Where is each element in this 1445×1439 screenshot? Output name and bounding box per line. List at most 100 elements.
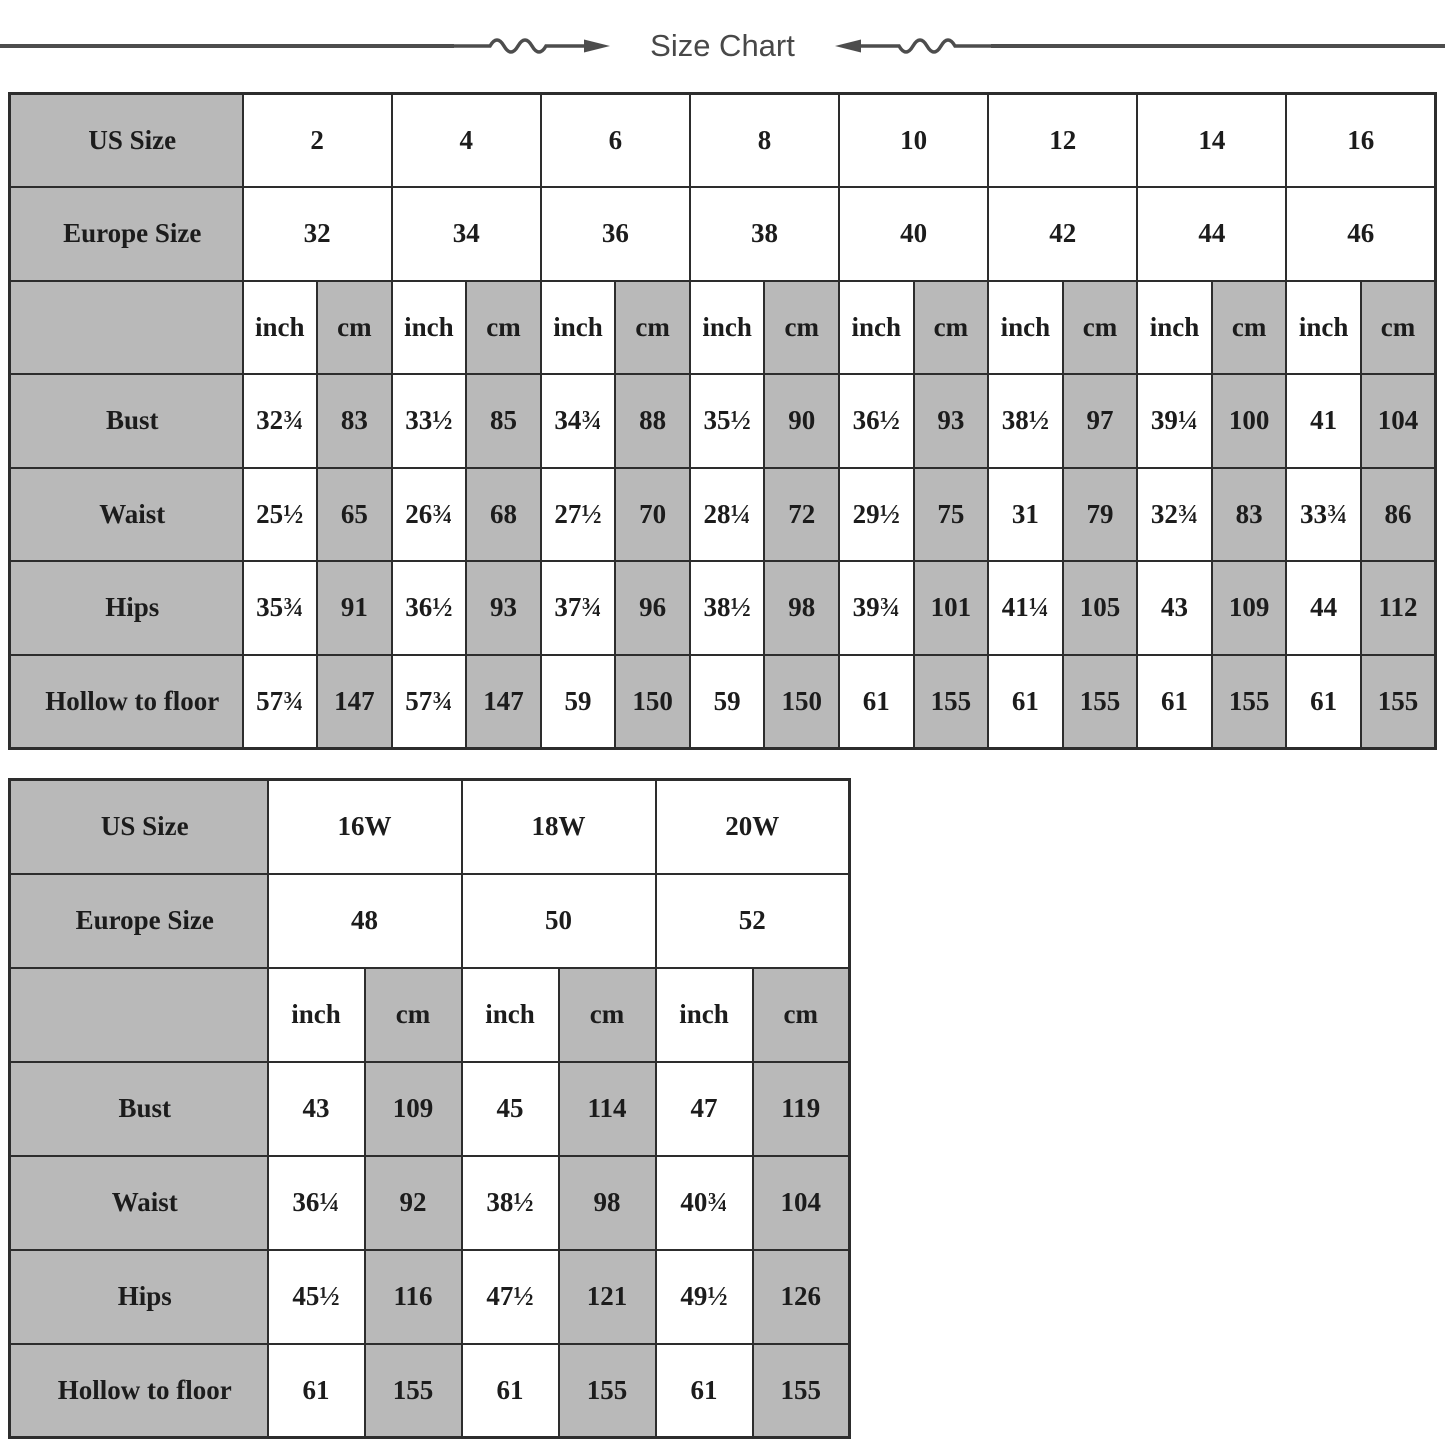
value-cm-cell: 91	[316, 560, 393, 656]
europe-size-cell: 38	[688, 186, 841, 282]
us-size-cell: 20W	[654, 778, 851, 875]
value-inch-cell: 35¾	[241, 560, 319, 656]
us-size-cell: 6	[539, 92, 691, 188]
measurement-row: Bust 32¾ 83 33½ 85 34¾ 88 35½ 90 36½ 93 38½ 97 39¼ 100…	[8, 373, 1437, 469]
measurement-row: Waist 25½ 65 26¾ 68 27½ 70 28¼ 72 29½ 75 31 79 32¾ 83 3…	[8, 466, 1437, 562]
row-label-cell: Waist	[8, 466, 244, 562]
unit-inch-cell: inch	[654, 966, 754, 1063]
value-cm-cell: 155	[1359, 653, 1437, 749]
value-cm-cell: 105	[1061, 560, 1139, 656]
value-inch-cell: 47½	[460, 1248, 560, 1345]
unit-inch-cell: inch	[460, 966, 560, 1063]
value-inch-cell: 37¾	[539, 560, 617, 656]
value-inch-cell: 36½	[838, 373, 915, 469]
value-cm-cell: 112	[1359, 560, 1437, 656]
value-cm-cell: 121	[557, 1248, 657, 1345]
value-inch-cell: 35½	[688, 373, 766, 469]
us-size-row: US Size 2 4 6 8 10 12 14 16	[8, 92, 1437, 188]
header: Size Chart	[0, 0, 1445, 92]
left-rule-line	[0, 44, 455, 48]
row-label-cell: Hollow to floor	[8, 1342, 269, 1439]
unit-inch-cell: inch	[241, 279, 319, 375]
value-inch-cell: 45	[460, 1060, 560, 1157]
unit-cm-cell: cm	[1210, 279, 1288, 375]
unit-inch-cell: inch	[390, 279, 468, 375]
value-cm-cell: 155	[1061, 653, 1139, 749]
europe-size-row: Europe Size 32 34 36 38 40 42 44 46	[8, 186, 1437, 282]
value-inch-cell: 29½	[838, 466, 915, 562]
value-inch-cell: 38½	[460, 1154, 560, 1251]
us-size-cell: 16	[1285, 92, 1437, 188]
row-label-cell: Hips	[8, 560, 244, 656]
value-inch-cell: 38½	[688, 560, 766, 656]
unit-inch-cell: inch	[987, 279, 1064, 375]
value-cm-cell: 119	[751, 1060, 851, 1157]
value-cm-cell: 65	[316, 466, 393, 562]
measurement-row: Waist 36¼ 92 38½ 98 40¾ 104	[8, 1154, 851, 1251]
europe-size-row: Europe Size 48 50 52	[8, 872, 851, 969]
value-cm-cell: 147	[316, 653, 393, 749]
value-cm-cell: 104	[751, 1154, 851, 1251]
europe-size-cell: 48	[266, 872, 463, 969]
row-label-cell: Waist	[8, 1154, 269, 1251]
europe-size-cell: 50	[460, 872, 657, 969]
value-cm-cell: 98	[557, 1154, 657, 1251]
us-size-cell: 4	[390, 92, 542, 188]
europe-size-cell: 36	[539, 186, 691, 282]
value-inch-cell: 59	[539, 653, 617, 749]
us-size-cell: 8	[688, 92, 841, 188]
value-cm-cell: 114	[557, 1060, 657, 1157]
value-cm-cell: 88	[614, 373, 691, 469]
unit-cm-cell: cm	[912, 279, 990, 375]
us-size-cell: 16W	[266, 778, 463, 875]
measurement-row: Bust 43 109 45 114 47 119	[8, 1060, 851, 1157]
us-size-cell: 2	[241, 92, 393, 188]
value-inch-cell: 59	[688, 653, 766, 749]
europe-size-cell: 46	[1285, 186, 1437, 282]
value-cm-cell: 150	[614, 653, 691, 749]
row-label-cell: Bust	[8, 1060, 269, 1157]
unit-inch-cell: inch	[266, 966, 366, 1063]
value-cm-cell: 70	[614, 466, 691, 562]
row-label-cell: Europe Size	[8, 872, 269, 969]
value-cm-cell: 83	[316, 373, 393, 469]
value-cm-cell: 92	[363, 1154, 463, 1251]
value-inch-cell: 40¾	[654, 1154, 754, 1251]
value-cm-cell: 97	[1061, 373, 1139, 469]
value-inch-cell: 36½	[390, 560, 468, 656]
value-inch-cell: 61	[266, 1342, 366, 1439]
value-cm-cell: 155	[1210, 653, 1288, 749]
right-rule-line	[990, 44, 1445, 48]
value-cm-cell: 150	[763, 653, 840, 749]
unit-cm-cell: cm	[557, 966, 657, 1063]
measurement-row: Hollow to floor 57¾ 147 57¾ 147 59 150 59 150 61 1…	[8, 653, 1437, 749]
unit-inch-cell: inch	[1136, 279, 1213, 375]
value-inch-cell: 49½	[654, 1248, 754, 1345]
value-cm-cell: 116	[363, 1248, 463, 1345]
value-cm-cell: 155	[751, 1342, 851, 1439]
value-inch-cell: 43	[1136, 560, 1213, 656]
us-size-cell: 14	[1136, 92, 1288, 188]
value-inch-cell: 45½	[266, 1248, 366, 1345]
left-squiggle-arrow-icon	[454, 38, 611, 54]
value-inch-cell: 32¾	[241, 373, 319, 469]
measurement-row: Hips 45½ 116 47½ 121 49½ 126	[8, 1248, 851, 1345]
page-title: Size Chart	[650, 28, 795, 63]
unit-cm-cell: cm	[363, 966, 463, 1063]
row-label-cell: Hollow to floor	[8, 653, 244, 749]
us-size-cell: 12	[987, 92, 1139, 188]
measurement-row: Hollow to floor 61 155 61 155 61 155	[8, 1342, 851, 1439]
value-cm-cell: 72	[763, 466, 840, 562]
row-label-cell: US Size	[8, 92, 244, 188]
row-label-cell: US Size	[8, 778, 269, 875]
us-size-cell: 10	[837, 92, 990, 188]
unit-inch-cell: inch	[539, 279, 617, 375]
value-cm-cell: 109	[363, 1060, 463, 1157]
value-inch-cell: 61	[838, 653, 915, 749]
value-inch-cell: 41¼	[987, 560, 1064, 656]
row-label-cell: Europe Size	[8, 186, 244, 282]
value-inch-cell: 61	[987, 653, 1064, 749]
value-inch-cell: 32¾	[1136, 466, 1213, 562]
value-inch-cell: 44	[1285, 560, 1362, 656]
value-cm-cell: 104	[1359, 373, 1437, 469]
